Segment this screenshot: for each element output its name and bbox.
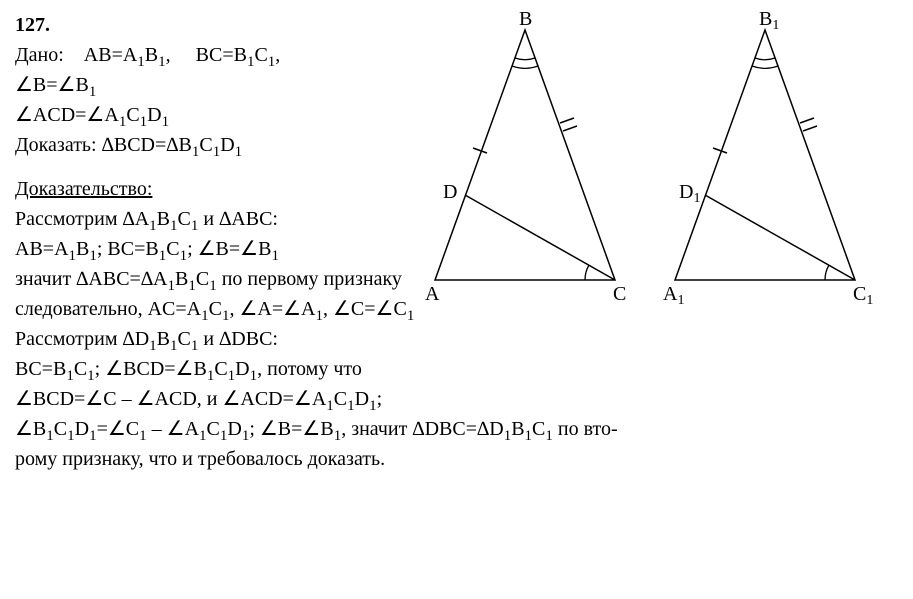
- label-A1: A1: [663, 283, 684, 308]
- given-eq2: BC=B1C1,: [196, 44, 281, 66]
- given-line3: ∠ACD=∠A1C1D1: [15, 100, 415, 130]
- given-block: 127. Дано: AB=A1B1, BC=B1C1, ∠B=∠B1 ∠ACD…: [15, 10, 415, 234]
- triangles-svg: A B C D A1 B1: [415, 10, 895, 310]
- figures: A B C D A1 B1: [415, 10, 895, 310]
- proof-heading: Доказательство:: [15, 174, 415, 204]
- problem-number: 127.: [15, 14, 50, 36]
- proof-p9: рому признаку, что и требовалось доказат…: [15, 444, 885, 474]
- given-line2: ∠B=∠B1: [15, 70, 415, 100]
- proof-p6: BC=B1C1; ∠BCD=∠B1C1D1, потому что: [15, 354, 885, 384]
- given-eq1: AB=A1B1,: [84, 44, 171, 66]
- label-C: C: [613, 283, 626, 305]
- triangle-left: A B C D: [425, 10, 626, 305]
- given-label: Дано:: [15, 44, 64, 66]
- label-B1: B1: [759, 10, 779, 33]
- label-A: A: [425, 283, 440, 305]
- label-D: D: [443, 181, 457, 203]
- triangle-right: A1 B1 C1 D1: [663, 10, 873, 308]
- proof-p7: ∠BCD=∠C – ∠ACD, и ∠ACD=∠A1C1D1;: [15, 384, 885, 414]
- problem-container: 127. Дано: AB=A1B1, BC=B1C1, ∠B=∠B1 ∠ACD…: [15, 10, 898, 474]
- label-C1: C1: [853, 283, 873, 308]
- label-D1: D1: [679, 181, 700, 206]
- prove-line: Доказать: ∆BCD=∆B1C1D1: [15, 130, 415, 160]
- proof-p1: Рассмотрим ∆A1B1C1 и ∆ABC:: [15, 204, 415, 234]
- label-B: B: [519, 10, 532, 30]
- proof-p8: ∠B1C1D1=∠C1 – ∠A1C1D1; ∠B=∠B1, значит ∆D…: [15, 414, 885, 444]
- proof-p5: Рассмотрим ∆D1B1C1 и ∆DBC:: [15, 324, 885, 354]
